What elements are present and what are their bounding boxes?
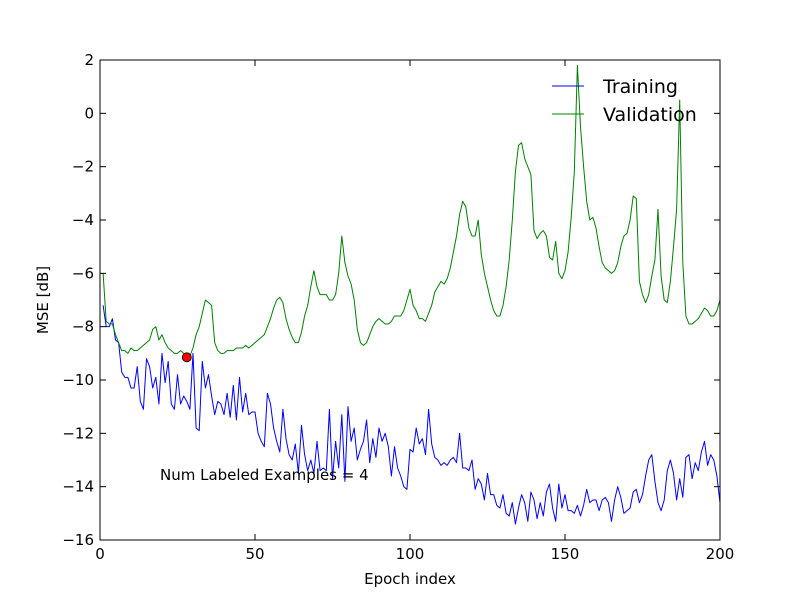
- x-tick-label: 200: [706, 545, 735, 563]
- y-tick-label: −16: [62, 531, 94, 549]
- x-tick-label: 100: [396, 545, 425, 563]
- tick-layer: 0 50 100 150 200 −16 −14 −12 −10 −8 −6 −4 −2 0 2: [62, 51, 734, 563]
- plot-area: [99, 59, 721, 541]
- legend: Training Validation: [552, 76, 697, 126]
- best-validation-marker: [181, 352, 192, 363]
- x-tick-label: 50: [245, 545, 264, 563]
- y-tick-label: −14: [62, 478, 94, 496]
- y-tick-label: −8: [72, 318, 94, 336]
- annotation-text: Num Labeled Examples = 4: [160, 466, 369, 484]
- y-tick-label: 0: [84, 104, 94, 122]
- series-line-validation: [102, 64, 720, 358]
- y-axis-label: MSE [dB]: [34, 266, 52, 334]
- y-tick-label: −10: [62, 371, 94, 389]
- x-tick-label: 150: [551, 545, 580, 563]
- x-tick-label: 0: [95, 545, 105, 563]
- axes-background: [100, 60, 720, 540]
- legend-label-training: Training: [602, 76, 678, 98]
- legend-label-validation: Validation: [603, 104, 697, 126]
- series-line-training: [102, 305, 720, 525]
- marker-layer: [181, 352, 192, 363]
- y-tick-label: 2: [84, 51, 94, 69]
- y-tick-label: −12: [62, 424, 94, 442]
- y-tick-label: −2: [72, 158, 94, 176]
- y-tick-label: −4: [72, 211, 94, 229]
- x-axis-label: Epoch index: [364, 570, 456, 588]
- series-layer: [102, 64, 720, 525]
- y-tick-label: −6: [72, 264, 94, 282]
